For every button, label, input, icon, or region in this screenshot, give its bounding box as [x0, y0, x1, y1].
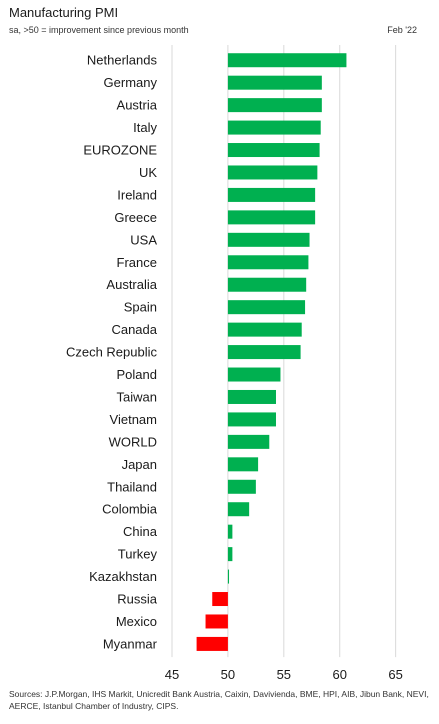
category-label-thailand: Thailand — [107, 479, 157, 494]
bar-taiwan — [227, 389, 276, 404]
bar-canada — [227, 322, 302, 337]
category-label-australia: Australia — [106, 277, 157, 292]
category-label-greece: Greece — [114, 210, 157, 225]
bar-usa — [227, 232, 310, 247]
bar-chart: Netherlands Germany Austria Italy EUROZONE UK… — [66, 45, 403, 682]
chart-date: Feb '22 — [387, 25, 417, 35]
x-tick-label-65: 65 — [388, 667, 402, 682]
bar-uk — [227, 165, 318, 180]
bar-kazakhstan — [227, 569, 230, 584]
bar-colombia — [227, 502, 250, 517]
bar-italy — [227, 120, 321, 135]
bar-france — [227, 255, 309, 270]
category-label-poland: Poland — [117, 367, 157, 382]
bar-australia — [227, 277, 307, 292]
category-label-myanmar: Myanmar — [103, 636, 158, 651]
bar-japan — [227, 457, 259, 472]
category-label-czech-republic: Czech Republic — [66, 345, 158, 360]
category-label-spain: Spain — [124, 300, 157, 315]
bar-mexico — [205, 614, 228, 629]
category-label-ireland: Ireland — [117, 187, 157, 202]
category-label-kazakhstan: Kazakhstan — [89, 569, 157, 584]
bar-spain — [227, 300, 306, 315]
category-label-mexico: Mexico — [116, 614, 157, 629]
category-label-usa: USA — [130, 232, 157, 247]
bar-czech-republic — [227, 345, 301, 360]
bar-turkey — [227, 547, 233, 562]
sources-note: Sources: J.P.Morgan, IHS Markit, Unicred… — [9, 689, 429, 711]
x-tick-label-50: 50 — [221, 667, 235, 682]
chart-subtitle: sa, >50 = improvement since previous mon… — [9, 25, 189, 35]
bar-thailand — [227, 479, 256, 494]
category-label-eurozone: EUROZONE — [83, 143, 157, 158]
category-label-netherlands: Netherlands — [87, 53, 158, 68]
bar-germany — [227, 75, 322, 90]
category-label-italy: Italy — [133, 120, 157, 135]
bar-eurozone — [227, 143, 320, 158]
category-label-world: WORLD — [109, 434, 157, 449]
bar-myanmar — [196, 636, 228, 651]
bar-greece — [227, 210, 316, 225]
category-label-china: China — [123, 524, 158, 539]
bar-poland — [227, 367, 281, 382]
x-tick-label-45: 45 — [165, 667, 179, 682]
bar-world — [227, 434, 270, 449]
bar-vietnam — [227, 412, 276, 427]
bar-ireland — [227, 187, 316, 202]
bar-russia — [212, 592, 228, 607]
chart-title: Manufacturing PMI — [9, 5, 119, 20]
category-label-colombia: Colombia — [102, 502, 158, 517]
category-label-japan: Japan — [122, 457, 157, 472]
category-label-turkey: Turkey — [118, 547, 158, 562]
x-tick-label-55: 55 — [277, 667, 291, 682]
category-label-russia: Russia — [117, 592, 158, 607]
bar-austria — [227, 98, 322, 113]
category-label-france: France — [117, 255, 157, 270]
category-label-canada: Canada — [111, 322, 157, 337]
category-label-germany: Germany — [104, 75, 158, 90]
category-label-uk: UK — [139, 165, 157, 180]
bar-china — [227, 524, 233, 539]
category-label-taiwan: Taiwan — [117, 389, 157, 404]
x-tick-label-60: 60 — [332, 667, 346, 682]
category-label-austria: Austria — [117, 98, 158, 113]
bar-netherlands — [227, 53, 347, 68]
category-label-vietnam: Vietnam — [110, 412, 157, 427]
